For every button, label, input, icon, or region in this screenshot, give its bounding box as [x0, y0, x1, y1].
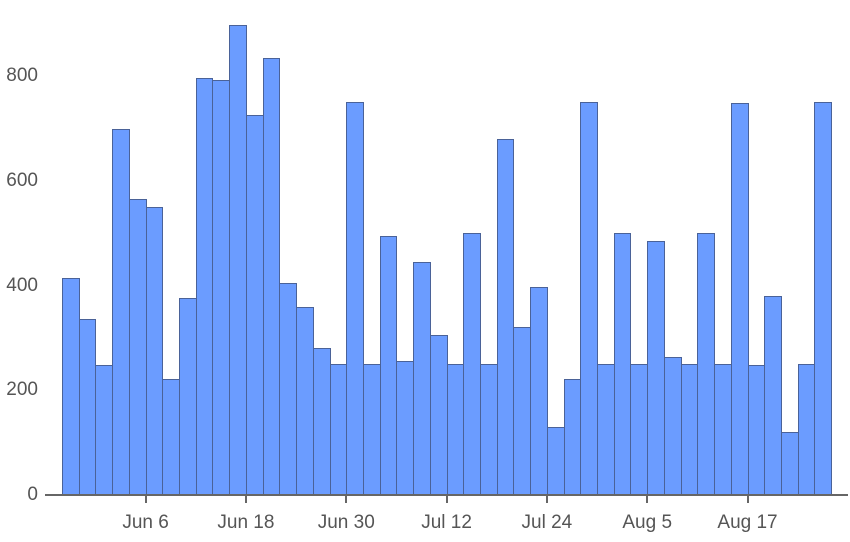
- bar: [62, 278, 80, 496]
- bar: [613, 233, 632, 496]
- bar: [780, 432, 799, 496]
- x-tick-label: Jul 12: [421, 512, 472, 533]
- x-tick-mark: [244, 495, 247, 503]
- x-tick-label: Jul 24: [521, 512, 573, 533]
- bar: [647, 240, 665, 496]
- x-tick-mark: [445, 495, 448, 503]
- bar: [597, 364, 615, 496]
- bar: [279, 282, 298, 496]
- bar: [179, 298, 197, 496]
- bar: [463, 233, 481, 496]
- bar: [346, 102, 364, 496]
- bar: [195, 78, 214, 496]
- bar: [563, 379, 582, 496]
- bar: [480, 364, 498, 496]
- bar: [530, 287, 548, 496]
- x-tick-mark: [646, 495, 649, 503]
- bar: [396, 360, 415, 496]
- x-tick-mark: [545, 495, 548, 503]
- bar: [112, 128, 130, 496]
- bar: [262, 58, 281, 496]
- x-tick-mark: [746, 495, 749, 503]
- x-tick-label: Aug 17: [717, 512, 778, 533]
- y-tick-label: 800: [6, 65, 38, 86]
- bar: [714, 364, 732, 496]
- bar: [730, 103, 749, 496]
- bar: [245, 115, 264, 496]
- bar: [362, 364, 381, 496]
- x-tick-label: Aug 5: [622, 512, 673, 533]
- bar: [663, 357, 682, 496]
- x-tick-mark: [345, 495, 348, 503]
- bar: [747, 365, 766, 496]
- bar: [496, 138, 515, 496]
- bar: [697, 233, 716, 496]
- bar: [212, 80, 231, 496]
- bar: [429, 335, 448, 496]
- bar: [78, 319, 97, 496]
- x-tick-mark: [144, 495, 147, 503]
- bar: [413, 261, 431, 496]
- bar: [95, 365, 114, 496]
- bar: [580, 102, 599, 496]
- bar: [329, 364, 348, 496]
- x-tick-label: Jun 18: [217, 512, 275, 533]
- bar: [296, 306, 314, 496]
- y-tick-label: 400: [6, 274, 38, 296]
- bar: [513, 326, 532, 496]
- bar: [797, 364, 816, 496]
- bar: [630, 364, 649, 496]
- y-tick-label: 600: [6, 169, 38, 191]
- bar: [145, 206, 164, 496]
- bar: [162, 379, 181, 496]
- bar: [546, 426, 565, 496]
- bar: [814, 102, 833, 496]
- bar: [680, 364, 699, 496]
- y-tick-label: 0: [27, 484, 38, 505]
- bar: [379, 236, 398, 496]
- bar: [446, 364, 465, 496]
- bar: [764, 295, 782, 496]
- y-tick-label: 200: [6, 379, 38, 401]
- x-tick-label: Jun 6: [122, 512, 169, 533]
- bar: [312, 347, 331, 496]
- bar: [229, 25, 247, 496]
- x-tick-label: Jun 30: [317, 512, 375, 533]
- bar: [128, 199, 147, 496]
